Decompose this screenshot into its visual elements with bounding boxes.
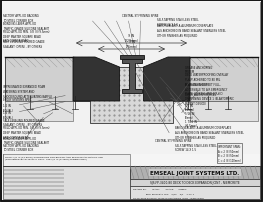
Text: IMPREGNATED EXPANDED FOAM
WATERING SYSTEM AND
SHOCK/SOUND ATTENUATING BAFFLE: IMPREGNATED EXPANDED FOAM WATERING SYSTE… [3, 85, 73, 114]
Text: SELF-TAPPING STAINLESS STEEL
SCREW 14 X 1.5: SELF-TAPPING STAINLESS STEEL SCREW 14 X … [157, 18, 199, 26]
Text: BONDING LAYER APPLIED
TRAFFIC-GRADE SILICONE SEALANT: BONDING LAYER APPLIED TRAFFIC-GRADE SILI… [3, 118, 49, 145]
Text: 9 IN
(229mm): 9 IN (229mm) [124, 34, 139, 43]
Text: DRAWN BY:        DATE:        SCALE:      SHEET:: DRAWN BY: DATE: SCALE: SHEET: [133, 188, 187, 189]
Polygon shape [122, 60, 141, 94]
Bar [130, 186, 260, 199]
Bar [190, 101, 258, 121]
Text: BAND SEALANT: A ALUMINUM COVERPLATE
ALS ANCHORED IN BAND-SEALANT STAINLESS STEEL: BAND SEALANT: A ALUMINUM COVERPLATE ALS … [157, 24, 226, 37]
Bar [5, 101, 73, 121]
Text: FACTORY APPLIED BACKING
TO STEEL CORNER BOX: FACTORY APPLIED BACKING TO STEEL CORNER … [3, 14, 39, 22]
Bar [4, 181, 64, 183]
Text: PLATE LOCKING AND SOUND
DAMPENING DEVICE 1 (ELASTOMERIC
MOUNT DEVICE): PLATE LOCKING AND SOUND DAMPENING DEVICE… [173, 92, 234, 105]
Bar [130, 179, 260, 186]
Polygon shape [73, 58, 119, 101]
Text: NOTE: 1/2 IN (12.5mm) DIMENSIONS FOR BRIDGE AND PEDESTRIAN-TRAFFIC USE
(FOR PEDE: NOTE: 1/2 IN (12.5mm) DIMENSIONS FOR BRI… [5, 155, 103, 159]
Text: FIELD APPLIED MIN. 3/8 IN (9.5mm)
DEEP MASTER SQUARE BEAD
AND CORNER BEAD: FIELD APPLIED MIN. 3/8 IN (9.5mm) DEEP M… [3, 113, 53, 139]
Text: 1/2 IN
(EQUAL): 1/2 IN (EQUAL) [3, 102, 65, 119]
Bar [3, 166, 130, 199]
Text: FACTORY APPLIED BACKING
TO STEEL CORNER BOX: FACTORY APPLIED BACKING TO STEEL CORNER … [3, 122, 39, 152]
Polygon shape [73, 58, 95, 78]
Bar [90, 68, 173, 123]
Bar [4, 177, 64, 179]
Text: 1/2 IN
(EQUAL): 1/2 IN (EQUAL) [3, 96, 65, 112]
Text: SELF LEVELING POURED GRADE
SEALANT (OPEN) - BY OTHERS: SELF LEVELING POURED GRADE SEALANT (OPEN… [3, 40, 45, 48]
Text: AIR FLUSHING SHEET FULL-
ACCESSIBLE TO AIR EMERGENCY
DOOR WATERPROOFING: AIR FLUSHING SHEET FULL- ACCESSIBLE TO A… [178, 83, 227, 106]
Text: FIELD APPLIED MIN. 3/8 IN (9.5mm)
DEEP MASTER SQUARE BEAD
AND CORNER BEAD: FIELD APPLIED MIN. 3/8 IN (9.5mm) DEEP M… [3, 30, 49, 43]
Text: EPOXY SYSTEMS SPEC: EPOXY SYSTEMS SPEC [3, 98, 38, 122]
Text: 1/2 IN
(12mm): 1/2 IN (12mm) [170, 99, 195, 112]
Bar [5, 58, 95, 101]
Bar [130, 166, 260, 179]
Text: 1 7/16 IN
(36.5mm): 1 7/16 IN (36.5mm) [166, 88, 198, 128]
Text: REV: EMRSEAL LTD.   2/12    3/1    1 OF 1: REV: EMRSEAL LTD. 2/12 3/1 1 OF 1 [133, 192, 194, 194]
Text: SJS-FP-3400-80 DECK TO DECK EXPANSION JOINT - N/EMCRETE: SJS-FP-3400-80 DECK TO DECK EXPANSION JO… [150, 181, 240, 185]
Text: BONDING LAYER APPLIED
TRAFFIC-GRADE SILICONE SEALANT: BONDING LAYER APPLIED TRAFFIC-GRADE SILI… [3, 22, 49, 31]
Text: IMPORTANT SPAN:
A = 2 IN (50mm)
B = 2 IN (50mm)
C = 4 IN (100mm): IMPORTANT SPAN: A = 2 IN (50mm) B = 2 IN… [218, 144, 241, 162]
Text: SELF LEVELING POURED GRADE
SEALANT (OPEN) - BY OTHERS: SELF LEVELING POURED GRADE SEALANT (OPEN… [3, 108, 57, 127]
Text: CENTRAL STIFFENING SPINE: CENTRAL STIFFENING SPINE [133, 68, 191, 142]
Bar [119, 56, 144, 60]
Text: DECK WATERPROOFING OVERLAY
FULLY ADHERED TO 80 MIL
FLASHING SHEET: DECK WATERPROOFING OVERLAY FULLY ADHERED… [182, 73, 228, 113]
Text: GREASE ANCHORING
SYSTEM: GREASE ANCHORING SYSTEM [161, 65, 212, 122]
Bar [3, 3, 260, 154]
Bar [3, 154, 130, 166]
Bar [4, 169, 64, 171]
Text: 3 IN
(76mm): 3 IN (76mm) [125, 40, 138, 49]
Text: BAND SEALANT: A ALUMINUM COVERPLATE
ALS ANCHORED IN BAND-SEALANT STAINLESS STEEL: BAND SEALANT: A ALUMINUM COVERPLATE ALS … [160, 78, 244, 139]
Bar [4, 189, 64, 191]
Polygon shape [144, 58, 190, 101]
Text: CENTRAL STIFFENING SPINE: CENTRAL STIFFENING SPINE [122, 14, 158, 18]
Text: SJS FP-3400-80 DECK TO DECK EXPANSION JOINT - N/EMCRETE: SJS FP-3400-80 DECK TO DECK EXPANSION JO… [133, 196, 204, 198]
Bar [168, 58, 258, 101]
Text: SELF-TAPPING STAINLESS STEEL
SCREW 14 X 1.5: SELF-TAPPING STAINLESS STEEL SCREW 14 X … [135, 62, 217, 152]
Text: EMSEAL JOINT SYSTEMS LTD.: EMSEAL JOINT SYSTEMS LTD. [150, 170, 240, 175]
Text: 5/16 IN
(8mm): 5/16 IN (8mm) [170, 94, 194, 120]
Polygon shape [168, 58, 190, 78]
Bar [4, 173, 64, 175]
Bar [4, 193, 64, 195]
Bar [4, 185, 64, 187]
